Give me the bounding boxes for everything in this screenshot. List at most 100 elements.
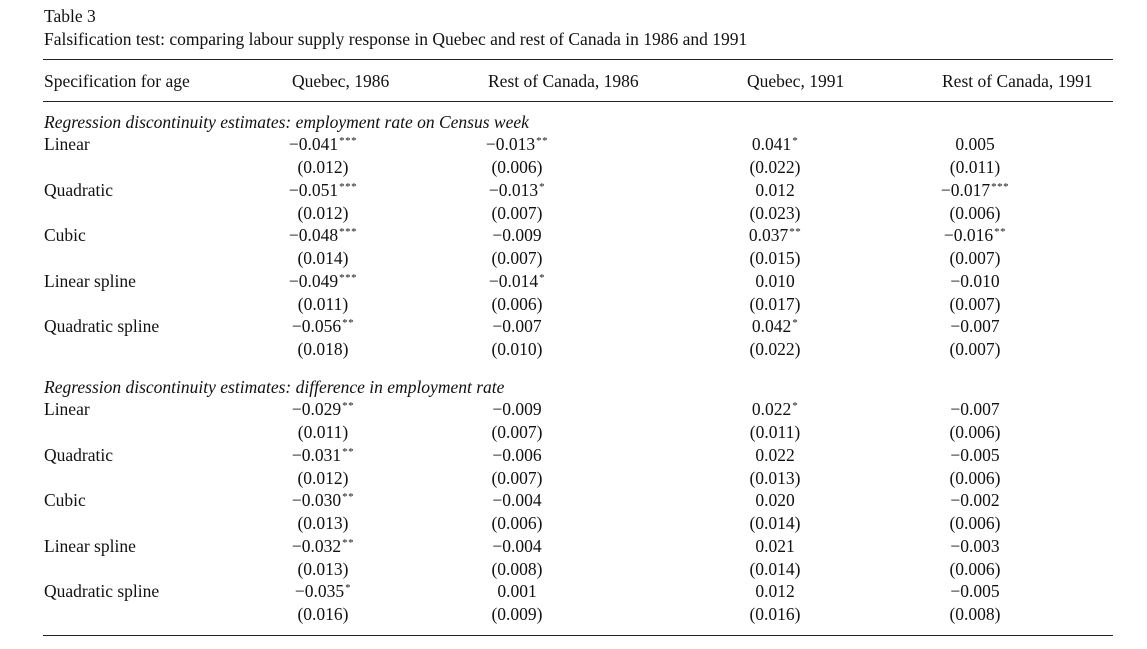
- estimate-cell: −0.035*: [258, 581, 388, 604]
- standard-error: (0.006): [491, 293, 543, 314]
- header-roc-1986: Rest of Canada, 1986: [488, 71, 639, 91]
- estimate-cell: −0.041***: [258, 134, 388, 157]
- estimate-cell: −0.009: [452, 399, 582, 419]
- significance-stars: **: [342, 317, 355, 330]
- standard-error: (0.014): [749, 558, 801, 579]
- significance-stars: ***: [339, 180, 358, 193]
- estimate-cell: −0.002: [910, 490, 1040, 510]
- estimate-value: −0.010: [950, 270, 1000, 291]
- estimate-value: −0.007: [950, 399, 1000, 419]
- significance-stars: *: [792, 135, 799, 147]
- significance-stars: *: [539, 271, 546, 284]
- standard-error: (0.014): [297, 248, 349, 269]
- estimate-value: 0.022: [751, 399, 792, 419]
- estimate-cell: −0.009: [452, 225, 582, 245]
- standard-error: (0.010): [491, 339, 543, 360]
- header-rule: [43, 101, 1113, 102]
- standard-error: (0.016): [297, 604, 349, 625]
- estimate-value: −0.030: [291, 490, 342, 511]
- standard-error: (0.008): [491, 558, 543, 579]
- significance-stars: *: [345, 582, 352, 595]
- standard-error: (0.022): [749, 339, 801, 360]
- estimate-value: −0.056: [291, 316, 342, 337]
- estimate-value: −0.035: [294, 581, 345, 602]
- header-quebec-1986: Quebec, 1986: [292, 71, 390, 91]
- estimate-value: −0.032: [291, 535, 342, 556]
- estimate-value: −0.049: [288, 270, 339, 291]
- row-label: Linear: [44, 399, 90, 419]
- estimate-value: −0.029: [291, 399, 342, 419]
- estimate-cell: −0.014*: [452, 271, 582, 294]
- estimate-cell: 0.022*: [710, 399, 840, 422]
- estimate-cell: −0.032**: [258, 536, 388, 559]
- standard-error: (0.008): [949, 604, 1001, 625]
- standard-error: (0.016): [749, 604, 801, 625]
- panel-title: Regression discontinuity estimates: diff…: [44, 377, 505, 397]
- standard-error: (0.006): [949, 202, 1001, 223]
- row-label: Linear: [44, 134, 90, 154]
- standard-error: (0.006): [949, 558, 1001, 579]
- estimate-value: 0.042: [751, 316, 792, 337]
- standard-error: (0.018): [297, 339, 349, 360]
- estimate-value: −0.006: [492, 444, 542, 465]
- estimate-value: 0.021: [755, 535, 795, 556]
- row-label: Quadratic: [44, 444, 113, 465]
- estimate-value: 0.010: [755, 270, 795, 291]
- estimate-cell: −0.003: [910, 536, 1040, 556]
- estimate-cell: −0.005: [910, 581, 1040, 601]
- significance-stars: *: [539, 180, 546, 193]
- estimate-cell: −0.049***: [258, 271, 388, 294]
- estimate-cell: −0.017***: [910, 180, 1040, 203]
- standard-error: (0.007): [491, 202, 543, 223]
- standard-error: (0.011): [297, 293, 349, 314]
- standard-error: (0.007): [491, 467, 543, 488]
- standard-error: (0.017): [749, 293, 801, 314]
- estimate-cell: −0.006: [452, 445, 582, 465]
- standard-error: (0.007): [949, 293, 1001, 314]
- row-label: Quadratic: [44, 179, 113, 200]
- estimate-cell: 0.005: [910, 134, 1040, 154]
- standard-error: (0.011): [949, 157, 1001, 177]
- estimate-cell: −0.030**: [258, 490, 388, 513]
- significance-stars: ***: [991, 180, 1010, 193]
- standard-error: (0.006): [949, 422, 1001, 442]
- estimate-cell: −0.051***: [258, 180, 388, 203]
- estimate-value: 0.012: [755, 179, 795, 200]
- estimate-cell: 0.010: [710, 271, 840, 291]
- standard-error: (0.014): [749, 513, 801, 534]
- estimate-value: −0.002: [950, 490, 1000, 511]
- estimate-value: −0.051: [288, 179, 339, 200]
- standard-error: (0.011): [297, 422, 349, 442]
- standard-error: (0.007): [491, 422, 543, 442]
- estimate-value: −0.009: [492, 225, 542, 246]
- top-rule: [43, 59, 1113, 60]
- estimate-value: −0.014: [488, 270, 539, 291]
- estimate-cell: −0.048***: [258, 225, 388, 248]
- significance-stars: **: [342, 400, 355, 412]
- significance-stars: ***: [339, 226, 358, 239]
- estimate-value: −0.004: [492, 490, 542, 511]
- estimate-value: 0.022: [755, 444, 795, 465]
- estimate-value: 0.001: [497, 581, 537, 602]
- table-caption-title: Falsification test: comparing labour sup…: [44, 29, 748, 49]
- panel-title: Regression discontinuity estimates: empl…: [44, 112, 529, 132]
- estimate-cell: −0.056**: [258, 316, 388, 339]
- standard-error: (0.013): [749, 467, 801, 488]
- significance-stars: **: [342, 491, 355, 504]
- estimate-cell: 0.012: [710, 180, 840, 200]
- row-label: Linear spline: [44, 270, 136, 291]
- standard-error: (0.007): [491, 248, 543, 269]
- significance-stars: ***: [339, 271, 358, 284]
- estimate-cell: −0.007: [910, 399, 1040, 419]
- table-caption-label: Table 3: [44, 6, 96, 26]
- row-label: Quadratic spline: [44, 316, 160, 337]
- standard-error: (0.012): [297, 157, 349, 177]
- estimate-value: −0.003: [950, 535, 1000, 556]
- estimate-value: −0.009: [492, 399, 542, 419]
- estimate-value: 0.037: [748, 225, 789, 246]
- estimate-cell: −0.005: [910, 445, 1040, 465]
- bottom-rule: [43, 635, 1113, 636]
- estimate-cell: 0.021: [710, 536, 840, 556]
- estimate-cell: 0.041*: [710, 134, 840, 157]
- standard-error: (0.006): [491, 157, 543, 177]
